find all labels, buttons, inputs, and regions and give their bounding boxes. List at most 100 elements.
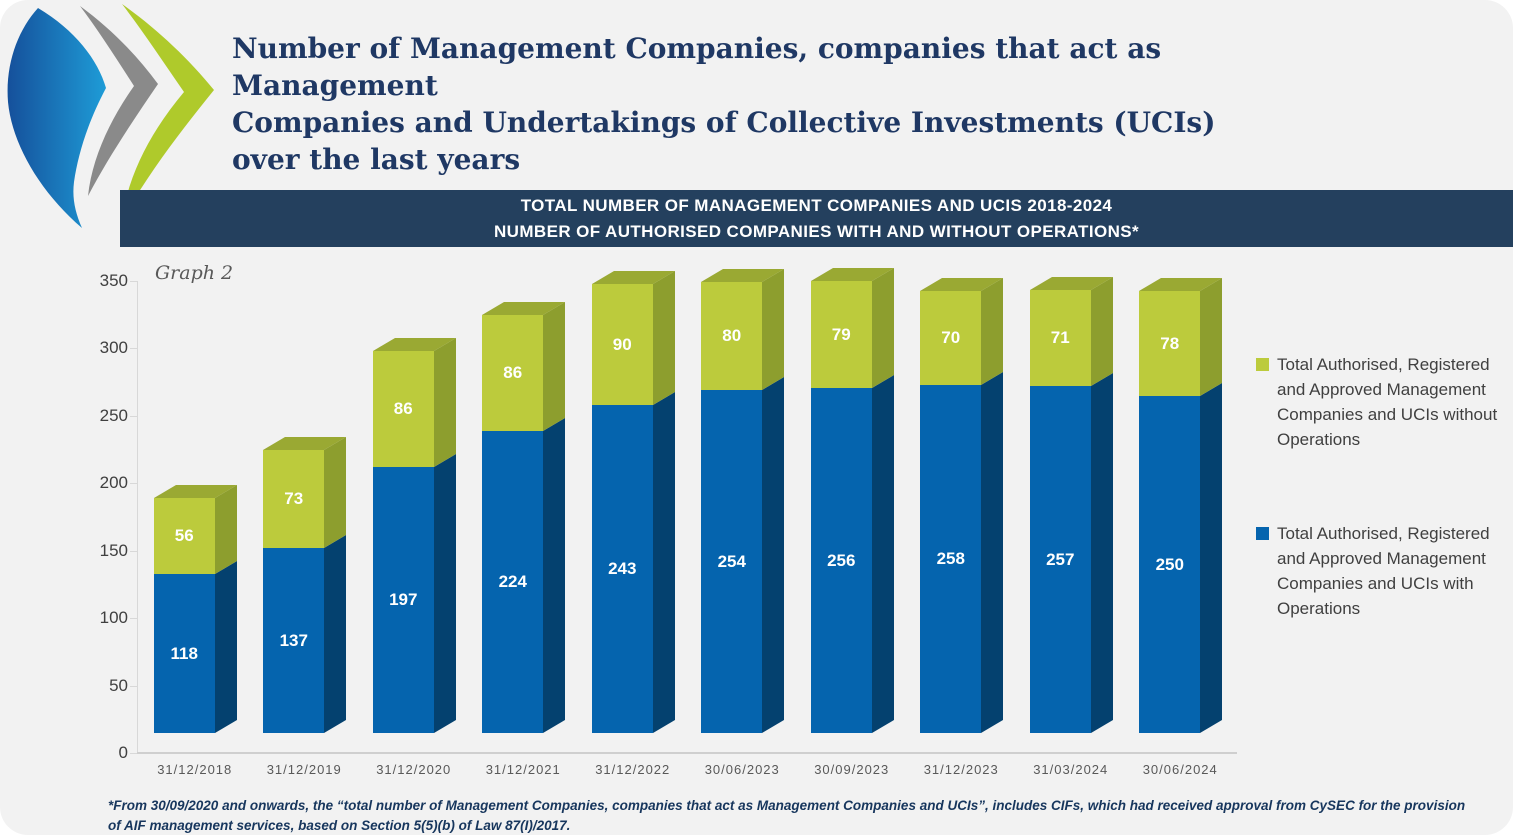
graph-number-label: Graph 2: [155, 262, 234, 284]
bar-segment-without-operations: 56: [153, 498, 215, 574]
x-axis-label: 31/12/2023: [923, 762, 999, 777]
bar-side-with-operations: [652, 392, 675, 733]
bar-slot: 137 73: [250, 281, 360, 743]
bar-value-with-operations: 137: [279, 630, 308, 650]
bar-value-with-operations: 254: [717, 551, 746, 571]
y-axis-tick-label: 200: [99, 473, 128, 493]
bar-side-with-operations: [1200, 383, 1223, 733]
bar-slot: 258 70: [907, 278, 1017, 743]
bar-segment-with-operations: 243: [591, 405, 653, 733]
chart-title-line-1: TOTAL NUMBER OF MANAGEMENT COMPANIES AND…: [520, 195, 1113, 215]
bar-value-with-operations: 197: [389, 590, 418, 609]
x-axis-label: 30/06/2023: [704, 762, 780, 777]
bar-side-without-operations: [324, 437, 347, 548]
bar-segment-without-operations: 71: [1029, 290, 1091, 386]
bar-side-with-operations: [543, 418, 566, 733]
footnote-line-1: *From 30/09/2020 and onwards, the “total…: [108, 798, 1466, 813]
plot-area: 118 56 137 73 197 86 224 86 243 90 254 80 256 79 258 70…: [140, 268, 1236, 743]
x-axis-label: 31/12/2020: [376, 762, 452, 777]
chart-title-banner: TOTAL NUMBER OF MANAGEMENT COMPANIES AND…: [120, 190, 1513, 247]
bar-side-without-operations: [762, 269, 785, 390]
bar-side-without-operations: [1200, 278, 1223, 396]
page-title: Number of Management Companies, companie…: [232, 32, 1216, 176]
y-axis-tick-label: 50: [109, 675, 128, 695]
bar-slot: 197 86: [359, 281, 469, 743]
x-axis-label: 31/03/2024: [1033, 762, 1109, 777]
x-axis-label: 31/12/2022: [595, 762, 671, 777]
bar-value-without-operations: 90: [612, 334, 632, 354]
bar-value-with-operations: 224: [498, 572, 527, 591]
bar-value-with-operations: 256: [827, 550, 856, 570]
bar-segment-without-operations: 86: [482, 315, 544, 431]
legend-label-with-operations: Total Authorised, Registered and Approve…: [1277, 524, 1490, 618]
y-axis-tick-mark: [130, 280, 137, 282]
bar-slot: 256 79: [797, 268, 907, 743]
legend-label-without-operations: Total Authorised, Registered and Approve…: [1277, 355, 1498, 449]
footnote-line-2: of AIF management services, based on Sec…: [108, 818, 571, 833]
bar-side-without-operations: [1090, 277, 1113, 386]
bar-segment-with-operations: 250: [1139, 396, 1201, 733]
y-axis-tick-label: 250: [99, 405, 128, 425]
y-axis-tick-mark: [130, 550, 137, 552]
bar-side-without-operations: [214, 485, 237, 574]
bar-segment-without-operations: 73: [263, 450, 325, 548]
bar-side-with-operations: [324, 535, 347, 733]
x-axis-label: 30/09/2023: [814, 762, 890, 777]
y-axis-tick-mark: [130, 348, 137, 350]
x-axis-label: 31/12/2018: [157, 762, 233, 777]
bar-segment-with-operations: 137: [263, 548, 325, 733]
x-axis: 31/12/2018 31/12/2019 31/12/2020 31/12/2021…: [140, 762, 1235, 777]
bar-segment-without-operations: 86: [372, 351, 434, 467]
bar-value-without-operations: 86: [393, 399, 413, 418]
bar-value-with-operations: 118: [170, 643, 198, 663]
bar-slot: 250 78: [1126, 278, 1236, 743]
chart-legend: Total Authorised, Registered and Approve…: [1256, 352, 1512, 621]
y-axis-tick-mark: [130, 415, 137, 417]
x-axis-label: 30/06/2024: [1142, 762, 1218, 777]
bar-value-without-operations: 79: [831, 324, 851, 344]
y-axis-tick-label: 100: [99, 608, 128, 628]
bar-value-without-operations: 73: [284, 489, 304, 508]
bar-slot: 243 90: [578, 271, 688, 743]
bar-value-with-operations: 250: [1155, 554, 1184, 574]
y-axis-tick-mark: [130, 483, 137, 485]
bar-value-with-operations: 257: [1046, 549, 1075, 569]
bar-side-with-operations: [981, 372, 1004, 733]
bar-value-with-operations: 258: [936, 549, 965, 568]
y-axis-tick-mark: [130, 618, 137, 620]
bar-value-with-operations: 243: [608, 559, 637, 578]
x-axis-label: 31/12/2021: [485, 762, 561, 777]
bar-segment-with-operations: 197: [372, 467, 434, 733]
bar-segment-without-operations: 70: [920, 291, 982, 385]
cysec-logo-icon: [7, 4, 214, 228]
bar-side-with-operations: [433, 454, 456, 733]
legend-swatch-green-icon: [1256, 358, 1269, 371]
bar-side-with-operations: [871, 375, 894, 733]
bar-segment-without-operations: 79: [810, 281, 872, 388]
y-axis-tick-label: 350: [99, 270, 128, 290]
bar-value-without-operations: 78: [1160, 333, 1180, 353]
bar-segment-with-operations: 254: [701, 390, 763, 733]
bar-side-with-operations: [1090, 373, 1113, 733]
y-axis-tick-mark: [130, 753, 137, 754]
legend-item-without-operations: Total Authorised, Registered and Approve…: [1256, 352, 1512, 452]
y-axis-tick-label: 0: [118, 743, 128, 762]
bar-segment-with-operations: 257: [1029, 386, 1091, 733]
bar-value-without-operations: 80: [722, 326, 742, 345]
x-axis-label: 31/12/2019: [266, 762, 342, 777]
bar-slot: 118 56: [140, 281, 250, 743]
y-axis-tick-mark: [130, 685, 137, 687]
bar-value-without-operations: 56: [174, 526, 194, 545]
bar-side-with-operations: [214, 561, 237, 733]
bar-value-without-operations: 70: [941, 328, 961, 347]
bar-side-without-operations: [433, 338, 456, 467]
y-axis-tick-label: 150: [99, 540, 128, 560]
bar-segment-with-operations: 118: [153, 574, 215, 733]
bar-segment-without-operations: 80: [701, 282, 763, 390]
bar-slot: 254 80: [688, 269, 798, 743]
legend-item-with-operations: Total Authorised, Registered and Approve…: [1256, 521, 1512, 621]
bar-segment-with-operations: 258: [920, 385, 982, 733]
bar-side-without-operations: [871, 268, 894, 388]
bar-segment-with-operations: 224: [482, 431, 544, 733]
